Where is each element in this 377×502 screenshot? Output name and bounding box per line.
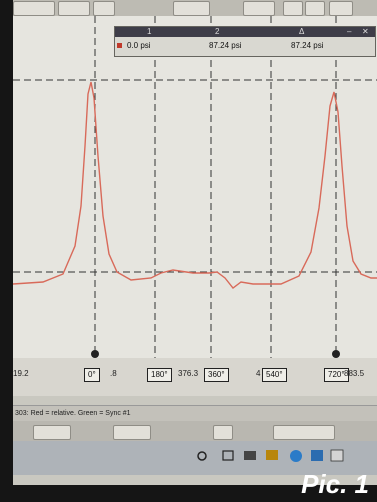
status-bar: 303: Red = relative. Green = Sync #1 — [13, 405, 377, 422]
tick-label-540: 540° — [262, 368, 287, 382]
browser-icon[interactable] — [290, 450, 302, 462]
tick-label-360: 360° — [204, 368, 229, 382]
toolbar-button[interactable] — [13, 1, 55, 16]
tick-0-suffix: .8 — [110, 369, 117, 378]
footer-button[interactable] — [113, 425, 151, 440]
readout-header-1: 1 — [147, 27, 152, 36]
tick-label-180: 180° — [147, 368, 172, 382]
footer-button[interactable] — [33, 425, 71, 440]
tick-label-720: 720° — [324, 368, 349, 382]
calendar-icon[interactable] — [244, 451, 256, 460]
toolbar-button[interactable] — [93, 1, 115, 16]
task-view-icon[interactable] — [222, 450, 234, 461]
status-text: 303: Red = relative. Green = Sync #1 — [15, 410, 131, 417]
readout-header-2: 2 — [215, 27, 220, 36]
axis-left-value: 19.2 — [13, 369, 29, 378]
taskbar-icons — [197, 449, 344, 462]
toolbar-button[interactable] — [329, 1, 353, 16]
footer-button[interactable] — [273, 425, 335, 440]
toolbar-button[interactable] — [173, 1, 210, 16]
toolbar-button[interactable] — [243, 1, 275, 16]
readout-header-delta: Δ — [299, 27, 305, 36]
toolbar-button[interactable] — [58, 1, 90, 16]
picture-label: Pic. 1 — [301, 469, 369, 499]
app-icon[interactable] — [330, 449, 344, 462]
axis-mid-value: 376.3 — [178, 369, 199, 378]
axis-pre-540: 4 — [256, 369, 261, 378]
cursor-readout-panel: 1 2 Δ – ✕ 0.0 psi 87.24 psi 87.24 psi — [114, 26, 376, 57]
screen: 1 2 Δ – ✕ 0.0 psi 87.24 psi 87.24 psi 19… — [13, 0, 377, 485]
cursor-marker-1[interactable] — [91, 350, 99, 358]
taskbar — [13, 441, 377, 475]
waveform-svg — [13, 16, 377, 358]
tick-label-0: 0° — [84, 368, 100, 382]
red-channel-icon — [117, 43, 122, 48]
x-axis-bar — [13, 358, 377, 396]
folder-icon[interactable] — [266, 450, 278, 460]
app-icon[interactable] — [311, 450, 323, 461]
search-icon[interactable] — [197, 451, 207, 461]
toolbar — [13, 0, 377, 17]
axis-right-value: 883.5 — [344, 369, 365, 378]
toolbar-button[interactable] — [283, 1, 303, 16]
minimize-icon[interactable]: – — [347, 27, 352, 36]
readout-value-1: 0.0 psi — [127, 41, 151, 50]
footer-toolbar — [13, 421, 377, 441]
readout-value-2: 87.24 psi — [209, 41, 242, 50]
footer-button[interactable] — [213, 425, 233, 440]
pressure-trace — [13, 81, 377, 289]
readout-value-delta: 87.24 psi — [291, 41, 324, 50]
close-icon[interactable]: ✕ — [362, 27, 369, 36]
cursor-marker-2[interactable] — [332, 350, 340, 358]
waveform-plot[interactable] — [13, 16, 377, 358]
readout-header: 1 2 Δ – ✕ — [115, 27, 375, 37]
toolbar-button[interactable] — [305, 1, 325, 16]
